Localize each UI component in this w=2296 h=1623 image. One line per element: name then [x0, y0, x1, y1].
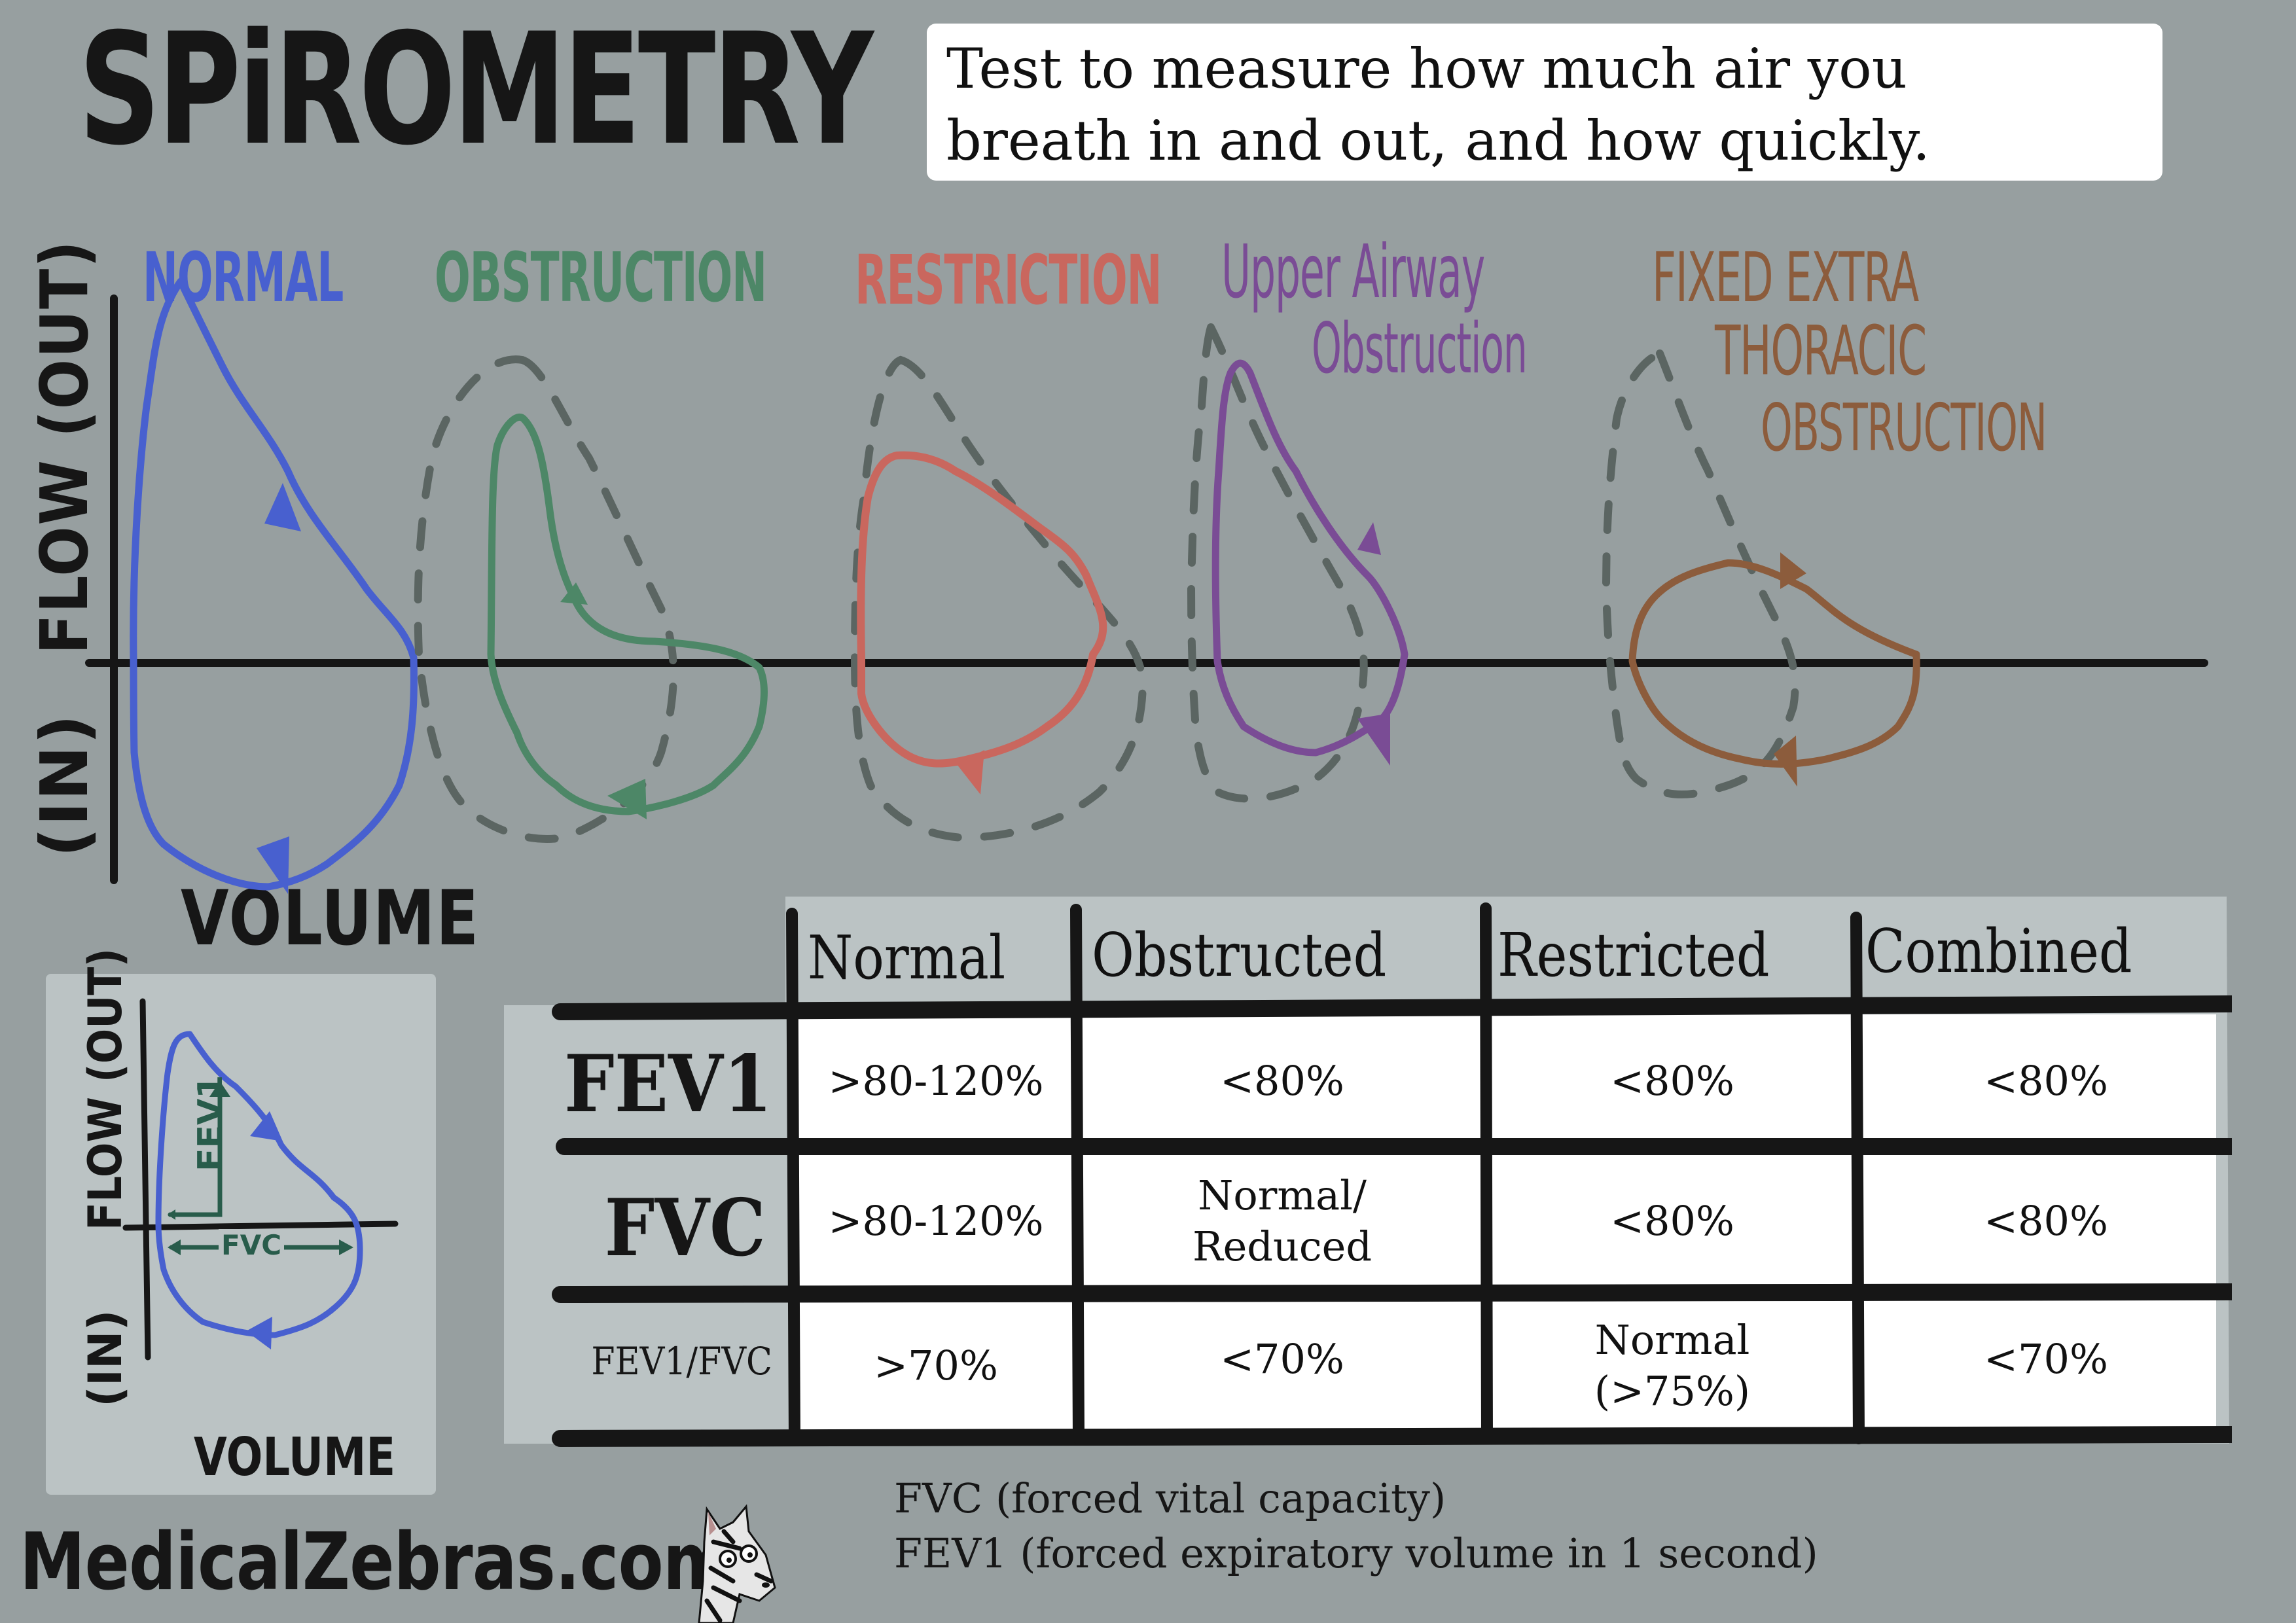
flow-volume-loops-diagram	[85, 277, 2208, 894]
cell-ratio-restricted: Normal (>75%)	[1594, 1316, 1751, 1415]
cell-fev1-obstructed: <80%	[1220, 1057, 1344, 1105]
inset-arrow-left-icon	[246, 1317, 272, 1349]
label-fixed-extra-line1: FIXED EXTRA	[1652, 238, 1919, 317]
label-restriction: RESTRICTION	[855, 240, 1162, 320]
cell-fvc-restricted: <80%	[1610, 1197, 1734, 1245]
cell-fev1-normal: >80-120%	[828, 1057, 1044, 1105]
inset-fev1-label: FEV1	[191, 1075, 230, 1171]
obstruction-loop	[487, 414, 768, 815]
fixed-extra-loop	[1628, 559, 1920, 768]
label-obstruction: OBSTRUCTION	[435, 238, 767, 317]
cell-fvc-combined: <80%	[1984, 1197, 2108, 1245]
label-fixed-extra-line2: THORACIC	[1715, 311, 1927, 391]
obstruction-arrow-down-icon	[560, 582, 588, 605]
normal-arrow-down-icon	[264, 483, 301, 531]
zebra-icon	[698, 1504, 776, 1623]
column-header-restricted: Restricted	[1498, 920, 1770, 990]
row-label-fev1-fvc: FEV1/FVC	[591, 1339, 772, 1383]
subtitle-line-2: breath in and out, and how quickly.	[946, 109, 1930, 173]
definition-fev1: FEV1 (forced expiratory volume in 1 seco…	[894, 1529, 1818, 1577]
x-axis-label-volume: VOLUME	[181, 874, 480, 963]
upper-airway-loop	[1211, 359, 1408, 757]
row-label-fvc: FVC	[604, 1182, 766, 1274]
restriction-reference-outline	[850, 355, 1147, 842]
brand-link[interactable]: MedicalZebras.com	[20, 1517, 732, 1608]
subtitle-box: Test to measure how much air you breath …	[927, 24, 2162, 181]
column-header-combined: Combined	[1865, 916, 2132, 986]
definitions: FVC (forced vital capacity) FEV1 (forced…	[894, 1471, 1818, 1581]
normal-arrow-left-icon	[257, 836, 289, 894]
column-header-obstructed: Obstructed	[1092, 920, 1387, 990]
label-upper-airway-line2: Obstruction	[1312, 308, 1528, 389]
cell-ratio-obstructed: <70%	[1220, 1335, 1344, 1383]
upper-airway-arrow-left-icon	[1357, 713, 1390, 766]
fvc-arrow-right-icon	[339, 1240, 353, 1255]
definition-fvc: FVC (forced vital capacity)	[894, 1474, 1446, 1522]
inset-arrow-down-icon	[250, 1111, 283, 1141]
page-title: SPiROMETRY	[79, 1, 874, 179]
inset-y-label-out: FLOW (OUT)	[79, 948, 132, 1230]
row-label-fev1: FEV1	[564, 1038, 772, 1130]
cell-ratio-normal: >70%	[874, 1342, 998, 1389]
cell-ratio-combined: <70%	[1984, 1335, 2108, 1383]
upper-airway-reference-outline	[1187, 316, 1368, 803]
subtitle-line-1: Test to measure how much air you	[946, 37, 1907, 101]
obstruction-arrow-left-icon	[607, 779, 647, 819]
cell-fvc-normal: >80-120%	[828, 1197, 1044, 1245]
upper-airway-arrow-down-icon	[1357, 522, 1381, 555]
inset-flow-volume-diagram	[122, 998, 399, 1361]
label-upper-airway-line1: Upper Airway	[1221, 230, 1485, 315]
inset-fvc-label: FVC	[219, 1229, 285, 1261]
cell-fev1-restricted: <80%	[1610, 1057, 1734, 1105]
cell-fev1-combined: <80%	[1984, 1057, 2108, 1105]
fixed-extra-reference-outline	[1602, 348, 1799, 798]
fev1-arrow-up-icon	[209, 1081, 230, 1097]
label-normal: NORMAL	[143, 238, 344, 317]
restriction-loop	[857, 451, 1107, 768]
normal-loop	[130, 277, 418, 891]
fixed-extra-arrow-left-icon	[1774, 736, 1797, 787]
column-header-normal: Normal	[808, 923, 1006, 993]
fvc-arrow-left-icon	[168, 1240, 181, 1255]
inset-x-label-volume: VOLUME	[194, 1427, 396, 1488]
fixed-extra-arrow-right-icon	[1780, 552, 1806, 589]
label-fixed-extra-line3: OBSTRUCTION	[1761, 389, 2047, 466]
inset-y-label-in: (IN)	[79, 1310, 132, 1407]
spirometry-comparison-table: Normal Obstructed Restricted Combined FE…	[504, 894, 2232, 1457]
cell-fvc-obstructed: Normal/ Reduced	[1192, 1171, 1372, 1270]
restriction-arrow-left-icon	[957, 750, 984, 794]
fev1-bracket	[168, 1086, 223, 1217]
obstruction-reference-outline	[414, 355, 677, 843]
